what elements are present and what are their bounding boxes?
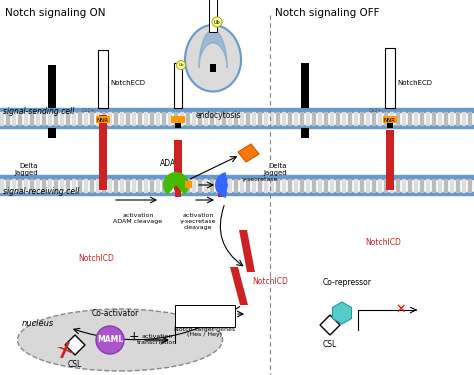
Bar [98,50,108,108]
Polygon shape [57,347,75,353]
Text: +: + [128,330,139,344]
Text: NotchICD: NotchICD [252,278,288,286]
Text: NNR: NNR [384,117,396,123]
Bar [218,177,224,197]
Text: Notch-target genes
(Hes / Hey): Notch-target genes (Hes / Hey) [174,327,236,338]
Bar [386,130,394,190]
Text: NNR: NNR [97,117,109,123]
Text: activation
transcription: activation transcription [137,334,177,345]
Polygon shape [60,342,70,358]
Text: γ-secretase: γ-secretase [242,177,279,183]
Text: Ub: Ub [214,20,220,24]
Text: nucleus: nucleus [22,320,54,328]
Text: Notch signaling ON: Notch signaling ON [5,8,106,18]
Bar [99,115,107,190]
Polygon shape [332,302,352,324]
Bar [96,116,110,123]
Bar [100,120,106,128]
Polygon shape [185,25,241,92]
Bar [301,128,309,138]
Text: endocytosis: endocytosis [195,111,241,120]
Text: CSL: CSL [68,360,82,369]
Circle shape [212,17,222,27]
Text: MAML: MAML [97,336,123,345]
Text: Ca2+: Ca2+ [368,108,382,112]
Bar [174,63,182,108]
Text: Delta
Jagged: Delta Jagged [264,163,287,176]
Text: signal-sending cell: signal-sending cell [3,108,74,117]
Text: activation
ADAM cleavage: activation ADAM cleavage [113,213,163,224]
Text: NotchECD: NotchECD [110,80,145,86]
Text: signal-receiving cell: signal-receiving cell [3,188,79,196]
Polygon shape [238,144,259,162]
Polygon shape [320,315,340,335]
Text: NotchECD: NotchECD [397,80,432,86]
Bar [175,305,235,327]
Text: ✕: ✕ [396,303,406,315]
Bar [385,48,395,108]
Circle shape [176,60,185,69]
Text: Co-activator: Co-activator [91,309,138,318]
Bar [301,63,309,108]
Wedge shape [163,172,189,195]
Text: ADAM: ADAM [160,159,183,168]
Text: activation
γ-secretase
cleavage: activation γ-secretase cleavage [180,213,216,230]
Text: Co-repressor: Co-repressor [322,278,372,287]
Bar [48,128,56,138]
Text: Ub: Ub [178,63,184,67]
Bar [209,0,217,32]
Bar [210,64,216,72]
Circle shape [96,326,124,354]
Text: CSL: CSL [323,340,337,349]
Text: NotchICD: NotchICD [365,238,401,247]
Ellipse shape [18,309,222,371]
Bar [387,120,393,128]
Text: Notch signaling OFF: Notch signaling OFF [275,8,380,18]
Bar [174,140,182,190]
Polygon shape [65,335,85,355]
Polygon shape [239,230,255,272]
Bar [171,116,185,123]
Text: Ca2+: Ca2+ [82,108,95,112]
Polygon shape [230,267,248,305]
Text: NotchICD: NotchICD [78,254,114,263]
Wedge shape [215,172,228,198]
Bar [48,65,56,108]
Bar [383,116,397,123]
Polygon shape [199,30,227,68]
Text: Delta
Jagged: Delta Jagged [14,163,38,176]
Bar [175,120,181,128]
Bar [185,181,192,188]
Bar [175,177,181,197]
